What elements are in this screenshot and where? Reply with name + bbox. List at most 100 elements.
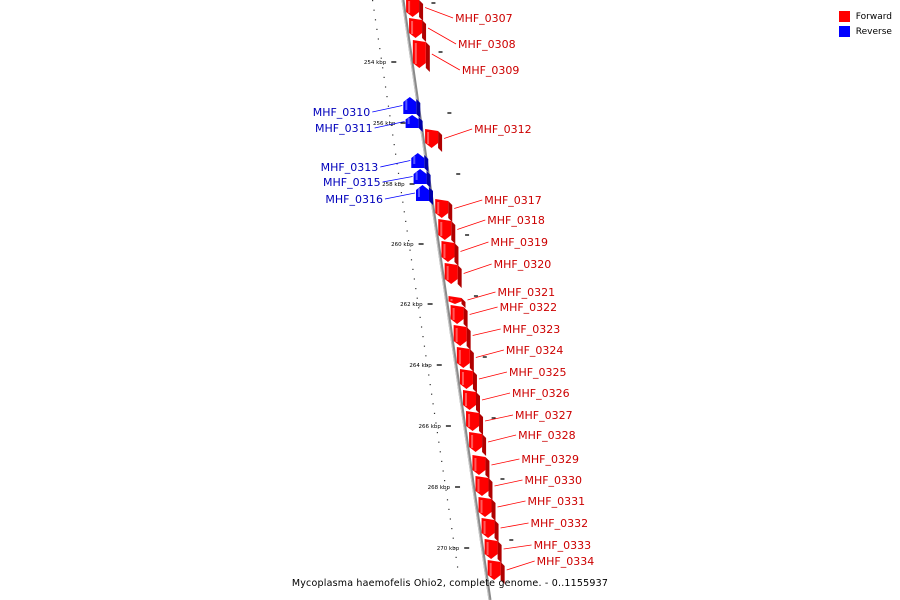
gene-feature-mhf-0309[interactable] — [412, 40, 430, 72]
gene-feature-mhf-0318[interactable] — [438, 219, 456, 244]
ruler-dot — [426, 364, 428, 366]
gene-leader-line — [374, 121, 405, 129]
gene-feature-mhf-0327[interactable] — [466, 411, 484, 435]
gene-label[interactable]: MHF_0321 — [498, 286, 556, 299]
gene-feature-mhf-0310[interactable] — [403, 97, 421, 118]
gene-label[interactable]: MHF_0311 — [315, 122, 373, 135]
gene-leader-line — [443, 128, 473, 139]
gene-label[interactable]: MHF_0323 — [503, 323, 561, 336]
gene-label[interactable]: MHF_0308 — [458, 38, 516, 51]
gene-leader-line — [506, 560, 535, 571]
gene-feature-mhf-0334[interactable] — [487, 560, 505, 584]
ruler-dot — [455, 556, 457, 558]
gene-feature-mhf-0316[interactable] — [415, 185, 433, 205]
ruler-dot — [396, 163, 398, 165]
ruler-dot — [442, 470, 444, 472]
gene-feature-mhf-0320[interactable] — [444, 263, 462, 288]
ruler-dot — [400, 192, 402, 194]
ruler-dot — [376, 28, 378, 30]
gene-feature-mhf-0325[interactable] — [459, 369, 477, 393]
gene-label[interactable]: MHF_0327 — [515, 409, 573, 422]
gene-features — [403, 0, 505, 584]
ruler-dot — [392, 134, 394, 136]
gene-feature-mhf-0329[interactable] — [472, 455, 490, 479]
ruler-dot — [449, 518, 451, 520]
ruler-dot — [409, 249, 411, 251]
gene-feature-mhf-0326[interactable] — [463, 390, 480, 414]
ruler-dot — [399, 182, 401, 184]
gene-label[interactable]: MHF_0326 — [512, 387, 570, 400]
gene-label[interactable]: MHF_0310 — [313, 106, 371, 119]
gene-feature-mhf-0331[interactable] — [478, 497, 496, 521]
gene-label[interactable]: MHF_0313 — [321, 161, 379, 174]
gene-label[interactable]: MHF_0325 — [509, 366, 567, 379]
ruler-dot — [422, 336, 424, 338]
position-ruler: 254 kbp 256 kbp 258 kbp 260 kbp 262 kbp 264 k… — [364, 0, 514, 568]
gene-label[interactable]: MHF_0318 — [487, 214, 545, 227]
ruler-dot — [372, 0, 374, 2]
gene-leader-line — [475, 349, 504, 358]
gene-label[interactable]: MHF_0324 — [506, 344, 564, 357]
gene-label[interactable]: MHF_0333 — [534, 539, 592, 552]
gene-feature-mhf-0319[interactable] — [441, 241, 459, 266]
ruler-tick-label: 266 kbp — [418, 424, 441, 430]
gene-feature-mhf-0317[interactable] — [435, 199, 453, 222]
gene-leader-line — [457, 219, 486, 230]
gene-leader-line — [481, 392, 511, 401]
gene-feature-mhf-0313[interactable] — [411, 153, 429, 172]
ruler-dot — [402, 201, 404, 203]
gene-feature-mhf-0308[interactable] — [409, 18, 427, 42]
gene-leader-line — [478, 371, 508, 380]
ruler-dot — [448, 508, 450, 510]
gene-leader-line — [460, 241, 489, 252]
gene-label[interactable]: MHF_0319 — [490, 236, 548, 249]
gene-leader-line — [424, 7, 454, 19]
gene-label[interactable]: MHF_0315 — [323, 176, 381, 189]
ruler-tick-label: 254 kbp — [364, 60, 387, 66]
genome-caption: Mycoplasma haemofelis Ohio2, complete ge… — [291, 578, 609, 589]
gene-feature-mhf-0321[interactable] — [448, 296, 466, 308]
gene-leader-line — [503, 544, 532, 550]
gene-feature-mhf-0323[interactable] — [453, 325, 471, 350]
gene-label[interactable]: MHF_0328 — [518, 429, 576, 442]
gene-label[interactable]: MHF_0317 — [484, 194, 542, 207]
ruler-dot — [431, 393, 433, 395]
gene-leader-line — [467, 291, 496, 301]
gene-label[interactable]: MHF_0309 — [462, 64, 520, 77]
gene-feature-mhf-0322[interactable] — [450, 305, 468, 328]
gene-label[interactable]: MHF_0316 — [325, 193, 383, 206]
gene-feature-mhf-0328[interactable] — [469, 432, 487, 456]
gene-feature-mhf-0333[interactable] — [484, 539, 502, 563]
gene-label[interactable]: MHF_0322 — [500, 301, 558, 314]
gene-feature-mhf-0307[interactable] — [406, 0, 424, 21]
gene-feature-mhf-0332[interactable] — [481, 518, 499, 542]
gene-label[interactable]: MHF_0320 — [494, 258, 552, 271]
gene-label[interactable]: MHF_0329 — [521, 453, 579, 466]
ruler-dot — [380, 57, 382, 59]
ruler-dot — [373, 9, 375, 11]
ruler-dot — [397, 172, 400, 174]
ruler-tick-label: 268 kbp — [428, 485, 451, 491]
ruler-dot — [387, 105, 390, 107]
ruler-dot — [390, 124, 392, 126]
gene-feature-mhf-0312[interactable] — [425, 129, 443, 152]
ruler-dot — [423, 345, 426, 347]
gene-feature-mhf-0315[interactable] — [413, 169, 431, 188]
gene-label[interactable]: MHF_0330 — [524, 474, 582, 487]
ruler-tick-label: 262 kbp — [400, 302, 423, 308]
gene-feature-mhf-0311[interactable] — [405, 115, 423, 132]
reverse-swatch — [838, 26, 850, 37]
ruler-dot — [445, 489, 447, 491]
ruler-dot — [428, 374, 430, 376]
gene-label[interactable]: MHF_0334 — [537, 555, 595, 568]
gene-feature-mhf-0330[interactable] — [475, 476, 493, 500]
gene-label[interactable]: MHF_0312 — [474, 123, 532, 136]
gene-feature-mhf-0324[interactable] — [456, 347, 474, 372]
gene-label[interactable]: MHF_0331 — [528, 495, 586, 508]
ruler-dot — [382, 67, 384, 69]
gene-label[interactable]: MHF_0307 — [455, 12, 513, 25]
ruler-dot — [389, 115, 391, 117]
ruler-dot — [433, 412, 436, 414]
gene-label[interactable]: MHF_0332 — [531, 517, 589, 530]
